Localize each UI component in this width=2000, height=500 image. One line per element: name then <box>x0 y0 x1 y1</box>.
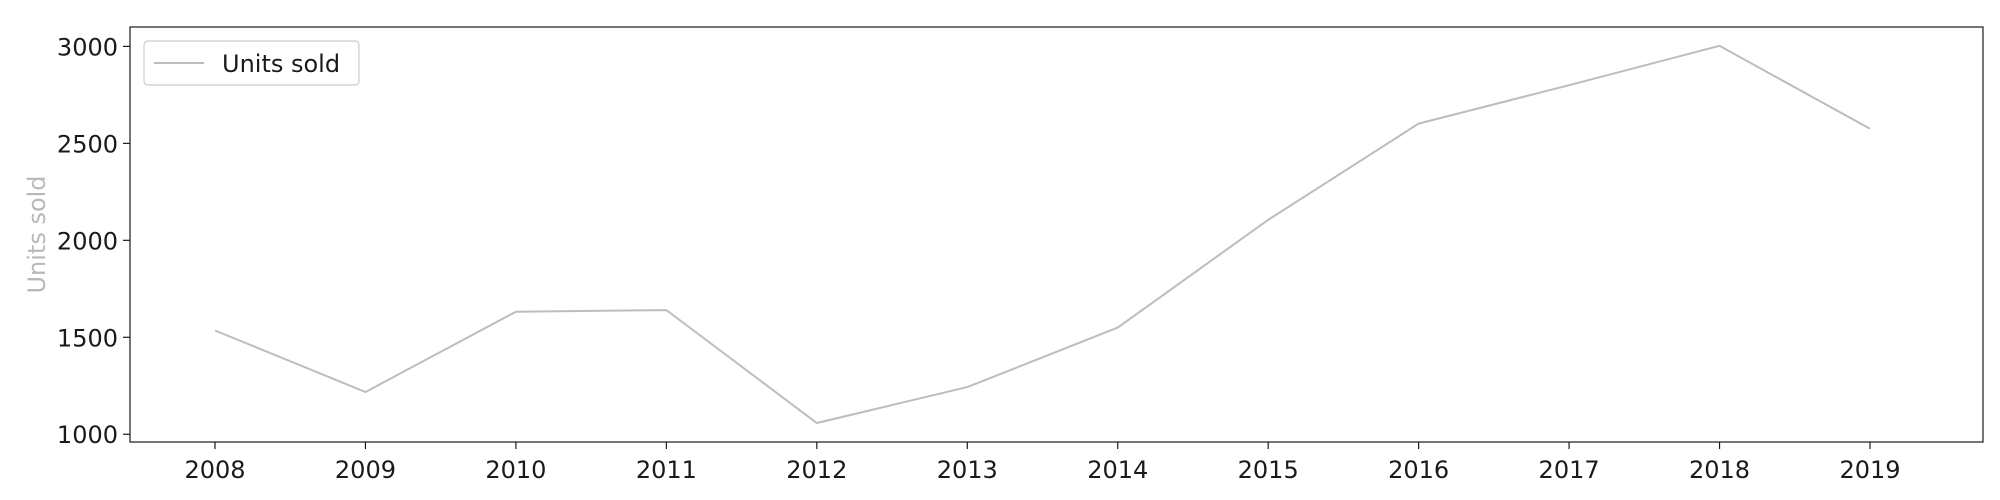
x-tick-label: 2018 <box>1689 456 1750 484</box>
y-tick-label: 1500 <box>57 324 118 352</box>
legend-label: Units sold <box>222 50 340 78</box>
y-tick-label: 2000 <box>57 227 118 255</box>
x-tick-label: 2013 <box>937 456 998 484</box>
x-axis: 2008 2009 2010 2011 2012 2013 2014 2015 2016 2017… <box>184 442 1901 484</box>
x-tick-label: 2010 <box>485 456 546 484</box>
y-tick-label: 1000 <box>57 421 118 449</box>
legend: Units sold <box>143 40 360 86</box>
x-tick-label: 2011 <box>636 456 697 484</box>
x-tick-label: 2008 <box>184 456 245 484</box>
plot-frame <box>129 26 1984 443</box>
legend-box <box>143 40 360 86</box>
y-axis: 1000 1500 2000 2500 3000 <box>57 33 130 449</box>
series-line <box>214 44 1871 425</box>
x-tick-label: 2009 <box>335 456 396 484</box>
plot-area <box>214 44 1871 425</box>
x-tick-label: 2019 <box>1839 456 1900 484</box>
x-tick-label: 2016 <box>1388 456 1449 484</box>
x-tick-label: 2015 <box>1238 456 1299 484</box>
x-tick-label: 2014 <box>1087 456 1148 484</box>
y-tick-label: 2500 <box>57 130 118 158</box>
x-tick-label: 2017 <box>1539 456 1600 484</box>
y-axis-title: Units sold <box>23 175 51 293</box>
x-tick-label: 2012 <box>786 456 847 484</box>
y-tick-label: 3000 <box>57 33 118 61</box>
